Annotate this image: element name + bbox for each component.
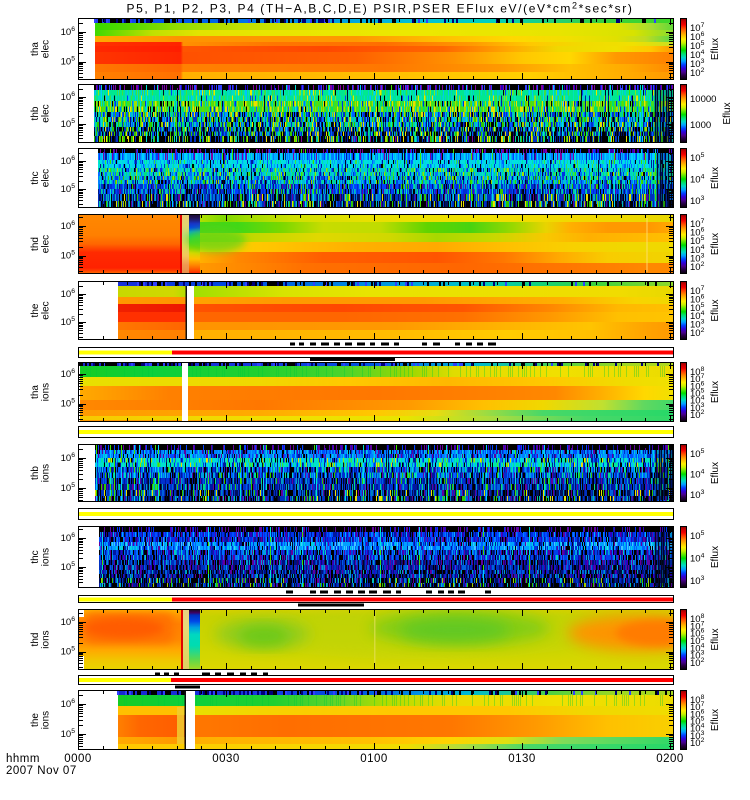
svg-text:the: the xyxy=(30,303,41,317)
svg-text:thd: thd xyxy=(30,633,41,647)
svg-text:Eflux: Eflux xyxy=(710,546,721,568)
svg-text:ions: ions xyxy=(41,383,52,401)
svg-text:1000: 1000 xyxy=(690,120,711,131)
svg-text:10000: 10000 xyxy=(690,94,716,105)
svg-text:thb: thb xyxy=(30,106,41,120)
svg-text:thb: thb xyxy=(30,466,41,480)
svg-text:ions: ions xyxy=(41,630,52,648)
svg-text:thd: thd xyxy=(30,237,41,251)
svg-text:hhmm: hhmm xyxy=(6,753,40,765)
svg-text:Eflux: Eflux xyxy=(710,462,721,484)
svg-text:P5, P1, P2, P3, P4 (TH−A,B,C,D: P5, P1, P2, P3, P4 (TH−A,B,C,D,E) PSIR,P… xyxy=(127,1,634,16)
svg-text:thc: thc xyxy=(30,171,41,184)
svg-text:thc: thc xyxy=(30,550,41,563)
svg-text:elec: elec xyxy=(41,40,52,58)
svg-text:ions: ions xyxy=(41,464,52,482)
svg-text:Eflux: Eflux xyxy=(722,102,733,124)
svg-text:the: the xyxy=(30,713,41,727)
svg-text:Eflux: Eflux xyxy=(710,628,721,650)
svg-text:Eflux: Eflux xyxy=(710,38,721,60)
svg-text:0100: 0100 xyxy=(360,753,388,765)
svg-text:Eflux: Eflux xyxy=(710,233,721,255)
svg-text:2007 Nov 07: 2007 Nov 07 xyxy=(6,765,77,777)
svg-text:Eflux: Eflux xyxy=(710,167,721,189)
svg-text:Eflux: Eflux xyxy=(710,709,721,731)
svg-text:0030: 0030 xyxy=(212,753,240,765)
svg-text:Eflux: Eflux xyxy=(710,381,721,403)
svg-text:tha: tha xyxy=(30,385,41,399)
svg-text:elec: elec xyxy=(41,235,52,253)
svg-text:0000: 0000 xyxy=(64,753,92,765)
svg-text:0130: 0130 xyxy=(508,753,536,765)
svg-text:elec: elec xyxy=(41,169,52,187)
svg-text:Eflux: Eflux xyxy=(710,299,721,321)
svg-text:ions: ions xyxy=(41,548,52,566)
svg-text:elec: elec xyxy=(41,104,52,122)
svg-text:0200: 0200 xyxy=(656,753,684,765)
svg-text:tha: tha xyxy=(30,42,41,56)
svg-text:elec: elec xyxy=(41,301,52,319)
svg-text:ions: ions xyxy=(41,711,52,729)
